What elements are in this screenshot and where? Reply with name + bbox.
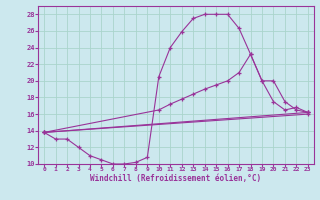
X-axis label: Windchill (Refroidissement éolien,°C): Windchill (Refroidissement éolien,°C) <box>91 174 261 183</box>
